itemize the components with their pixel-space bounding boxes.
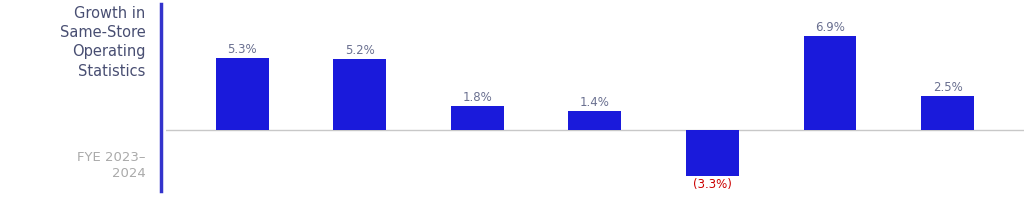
Text: 5.2%: 5.2%	[345, 44, 375, 57]
Bar	[451, 106, 504, 130]
Text: Growth in
Same-Store
Operating
Statistics: Growth in Same-Store Operating Statistic…	[59, 6, 145, 79]
Text: 6.9%: 6.9%	[815, 21, 845, 34]
Text: FYE 2023–
2024: FYE 2023– 2024	[77, 151, 145, 180]
Text: (3.3%): (3.3%)	[693, 179, 732, 191]
Bar	[216, 58, 268, 130]
Bar	[686, 130, 739, 176]
Bar	[568, 111, 622, 130]
Bar	[804, 36, 856, 130]
Text: 2.5%: 2.5%	[933, 81, 963, 94]
Bar	[334, 59, 386, 130]
Bar	[922, 96, 974, 130]
Text: 5.3%: 5.3%	[227, 43, 257, 56]
Text: 1.8%: 1.8%	[463, 91, 493, 104]
Text: 1.4%: 1.4%	[580, 96, 610, 109]
